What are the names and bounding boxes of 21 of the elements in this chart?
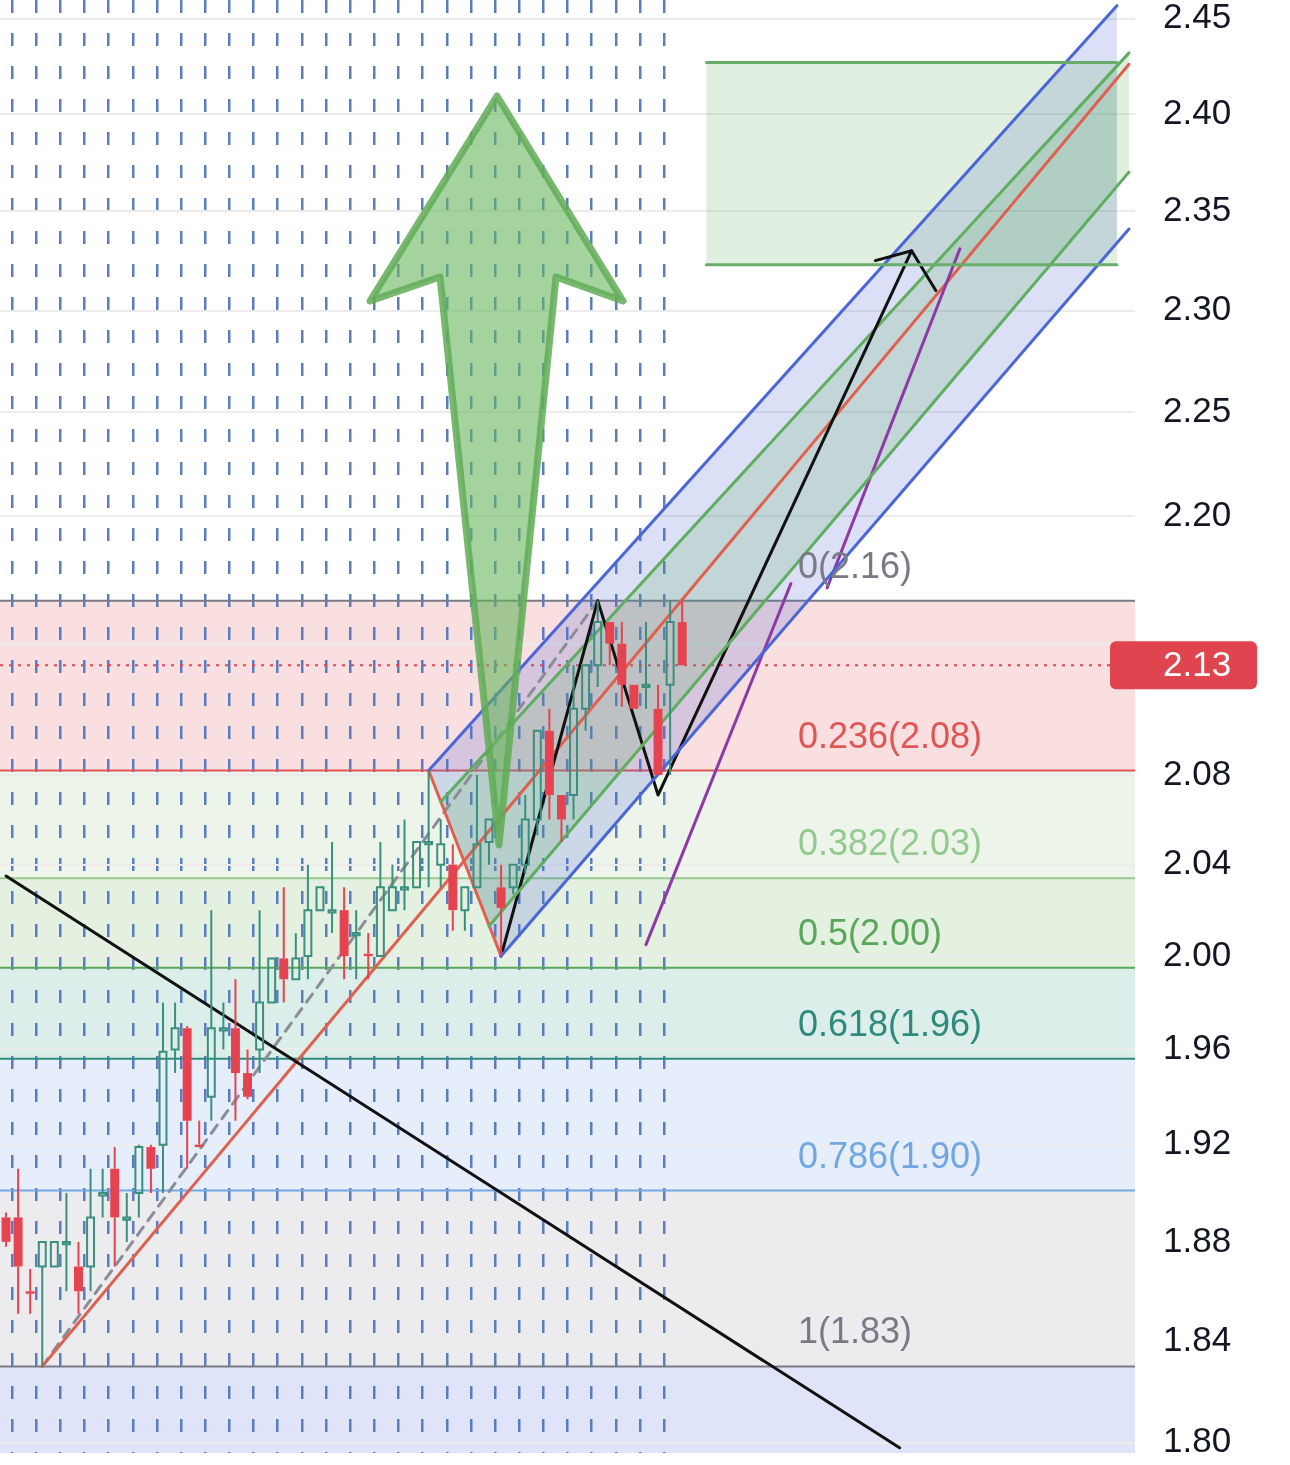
y-tick-label: 1.92 xyxy=(1163,1122,1232,1162)
ref-line-label: 0.236(2.08) xyxy=(797,714,983,756)
y-tick-label: 2.04 xyxy=(1163,842,1232,882)
ref-line-label: 0.382(2.03) xyxy=(797,822,983,864)
y-tick-label: 1.84 xyxy=(1163,1318,1232,1358)
y-tick-label: 1.96 xyxy=(1163,1027,1232,1067)
y-tick-label: 2.30 xyxy=(1163,288,1232,328)
ref-line-label: 0.5(2.00) xyxy=(797,911,942,953)
ref-line-label: 2.13 xyxy=(1163,643,1232,683)
y-tick-label: 2.08 xyxy=(1163,752,1232,792)
y-tick-label: 1.80 xyxy=(1163,1420,1232,1460)
y-tick-label: 1.88 xyxy=(1163,1219,1232,1259)
y-tick-label: 2.00 xyxy=(1163,933,1232,973)
ref-line-label: 0.786(1.90) xyxy=(797,1134,983,1176)
ref-line-label: 0.618(1.96) xyxy=(797,1002,983,1044)
y-tick-label: 2.25 xyxy=(1163,389,1232,429)
ref-line-label: 1(1.83) xyxy=(797,1310,912,1352)
y-tick-label: 2.40 xyxy=(1163,91,1232,131)
y-tick-label: 2.20 xyxy=(1163,493,1232,533)
y-tick-label: 2.45 xyxy=(1163,0,1232,36)
y-tick-label: 2.35 xyxy=(1163,188,1232,228)
